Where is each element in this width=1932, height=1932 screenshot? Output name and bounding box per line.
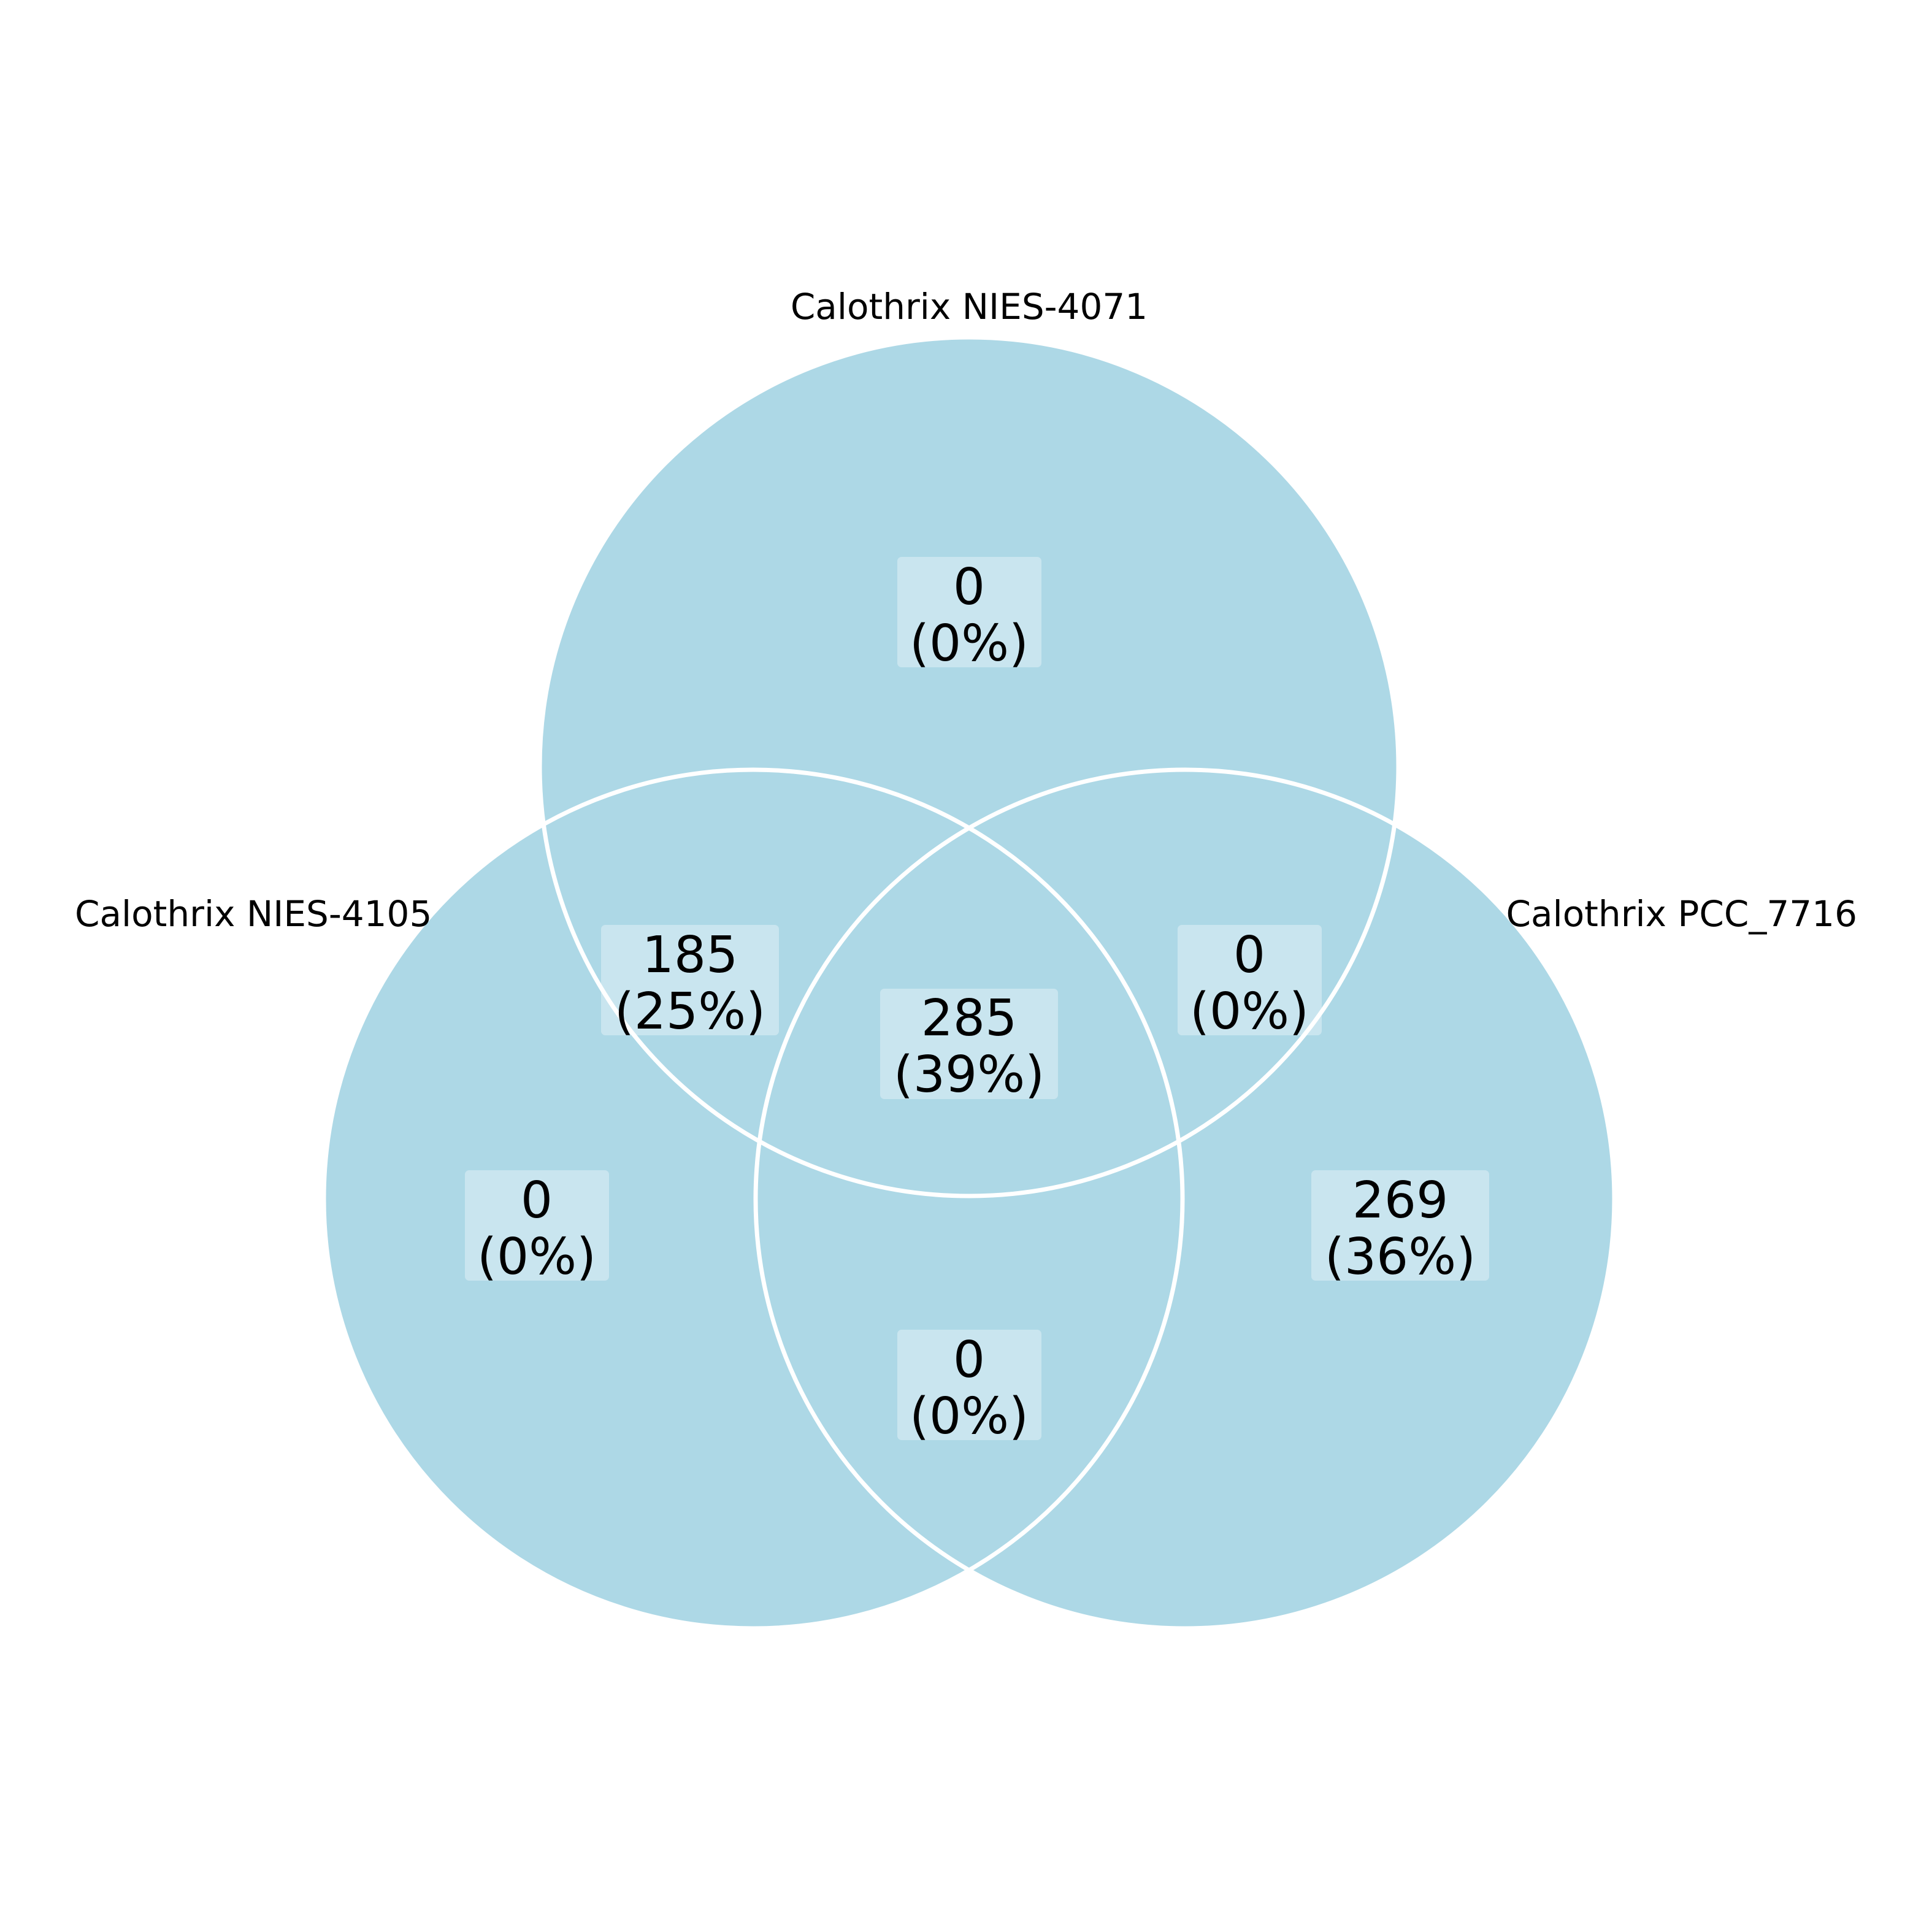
set-label-nies4105: Calothrix NIES-4105: [75, 893, 432, 935]
region-percent: (0%): [910, 615, 1029, 673]
region-percent: (0%): [910, 1387, 1029, 1446]
region-nies4071-nies4105: 185 (25%): [601, 925, 779, 1041]
region-count: 285: [921, 989, 1018, 1048]
region-only-nies4071: 0 (0%): [897, 557, 1041, 673]
region-box: [880, 989, 1058, 1099]
set-outline-nies4105: [321, 767, 1185, 1631]
region-percent: (39%): [894, 1046, 1045, 1104]
region-box: [897, 557, 1041, 667]
region-count: 0: [953, 1331, 985, 1389]
region-nies4105-pcc7716: 0 (0%): [897, 1330, 1041, 1446]
region-box: [1311, 1170, 1489, 1281]
region-count: 0: [521, 1171, 553, 1230]
region-box: [1178, 925, 1322, 1035]
set-label-pcc7716: Calothrix PCC_7716: [1506, 893, 1857, 935]
region-count: 269: [1352, 1171, 1449, 1230]
region-percent: (36%): [1325, 1228, 1476, 1286]
set-circle-pcc7716: [756, 770, 1614, 1628]
region-box: [897, 1330, 1041, 1440]
region-count: 0: [1233, 926, 1265, 984]
set-outline-nies4071: [537, 335, 1401, 1198]
region-only-pcc7716: 269 (36%): [1311, 1170, 1489, 1286]
region-box: [601, 925, 779, 1035]
region-percent: (0%): [1190, 983, 1309, 1041]
region-count: 0: [953, 558, 985, 616]
region-nies4071-pcc7716: 0 (0%): [1178, 925, 1322, 1041]
region-percent: (25%): [615, 983, 765, 1041]
set-label-nies4071: Calothrix NIES-4071: [791, 286, 1148, 328]
region-count: 185: [642, 926, 738, 984]
region-percent: (0%): [477, 1228, 596, 1286]
region-only-nies4105: 0 (0%): [465, 1170, 609, 1286]
region-box: [465, 1170, 609, 1281]
set-outline-pcc7716: [753, 767, 1617, 1631]
region-all-three: 285 (39%): [880, 989, 1058, 1104]
